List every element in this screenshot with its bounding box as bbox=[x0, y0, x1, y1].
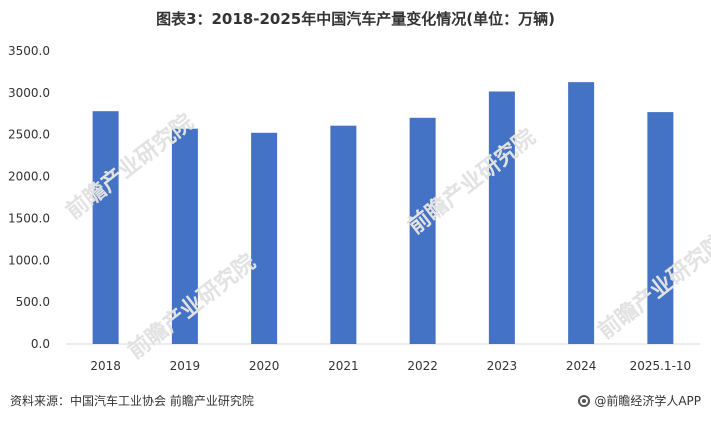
bar-2018 bbox=[92, 111, 119, 344]
bar-2019 bbox=[171, 128, 198, 344]
y-tick-label: 1500.0 bbox=[8, 211, 50, 225]
brand-text: @前瞻经济学人APP bbox=[594, 394, 701, 408]
bar-2021 bbox=[330, 125, 357, 344]
chart-title: 图表3：2018-2025年中国汽车产量变化情况(单位：万辆) bbox=[156, 10, 555, 28]
brand-credit: @前瞻经济学人APP bbox=[578, 392, 701, 409]
y-tick-label: 0.0 bbox=[31, 337, 50, 351]
y-tick-label: 1000.0 bbox=[8, 253, 50, 267]
bar-2022 bbox=[409, 117, 436, 344]
y-tick-label: 2500.0 bbox=[8, 128, 50, 142]
x-tick-label: 2018 bbox=[90, 359, 121, 373]
bar-2025.1-10 bbox=[647, 112, 674, 345]
y-tick-label: 3500.0 bbox=[8, 44, 50, 58]
y-tick-label: 500.0 bbox=[16, 295, 50, 309]
source-note: 资料来源：中国汽车工业协会 前瞻产业研究院 bbox=[10, 394, 254, 408]
x-tick-label: 2021 bbox=[328, 359, 359, 373]
x-tick-label: 2023 bbox=[487, 359, 518, 373]
bar-2020 bbox=[251, 132, 278, 344]
bar-2024 bbox=[568, 82, 595, 344]
x-tick-label: 2022 bbox=[407, 359, 438, 373]
x-tick-label: 2019 bbox=[170, 359, 201, 373]
x-tick-label: 2025.1-10 bbox=[630, 359, 692, 373]
y-tick-label: 2000.0 bbox=[8, 170, 50, 184]
brand-logo-icon bbox=[578, 394, 591, 407]
bar-2023 bbox=[488, 91, 515, 344]
y-tick-label: 3000.0 bbox=[8, 86, 50, 100]
x-tick-label: 2024 bbox=[566, 359, 597, 373]
x-tick-label: 2020 bbox=[249, 359, 280, 373]
